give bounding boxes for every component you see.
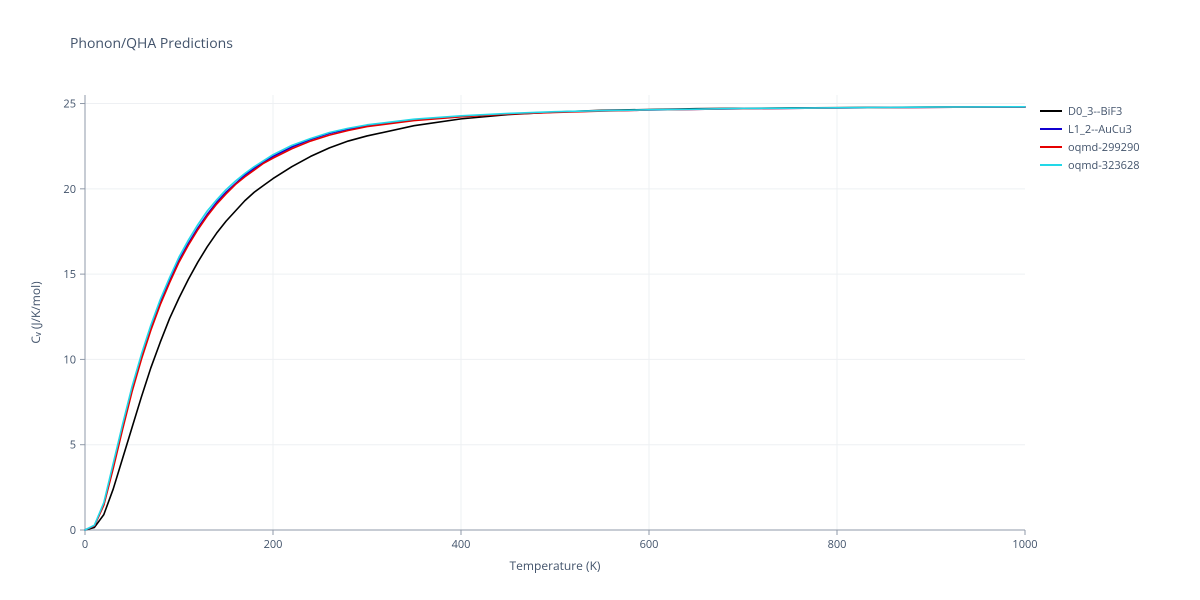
chart-container: Phonon/QHA Predictions 02004006008001000… (0, 0, 1200, 600)
legend-label: oqmd-323628 (1068, 158, 1140, 173)
x-tick-label: 0 (82, 537, 88, 552)
y-tick-label: 5 (70, 438, 76, 453)
x-tick-label: 800 (828, 537, 847, 552)
legend-swatch (1040, 164, 1062, 166)
x-tick-label: 200 (264, 537, 283, 552)
y-tick-label: 20 (63, 182, 76, 197)
legend-swatch (1040, 146, 1062, 148)
legend-item[interactable]: L1_2--AuCu3 (1040, 120, 1140, 138)
legend-label: L1_2--AuCu3 (1068, 122, 1132, 137)
x-tick-label: 400 (452, 537, 471, 552)
chart-svg: 0 200 400 600 800 1000 0 5 10 15 20 25 Temperature (… (0, 0, 1200, 600)
y-tick-label: 25 (63, 97, 76, 112)
x-axis-label: Temperature (K) (510, 557, 601, 574)
series-line (85, 107, 1025, 530)
y-axis-label: Cᵥ (J/K/mol) (27, 281, 44, 344)
legend-label: oqmd-299290 (1068, 140, 1140, 155)
x-tick-label: 1000 (1012, 537, 1037, 552)
legend-item[interactable]: oqmd-299290 (1040, 138, 1140, 156)
legend-label: D0_3--BiF3 (1068, 104, 1122, 119)
y-tick-label: 15 (63, 267, 76, 282)
chart-title: Phonon/QHA Predictions (70, 34, 233, 53)
series-line (85, 107, 1025, 530)
x-tick-label: 600 (640, 537, 659, 552)
series-line (85, 107, 1025, 530)
legend-swatch (1040, 128, 1062, 130)
y-tick-label: 10 (63, 352, 76, 367)
legend-item[interactable]: oqmd-323628 (1040, 156, 1140, 174)
legend: D0_3--BiF3 L1_2--AuCu3 oqmd-299290 oqmd-323… (1040, 102, 1140, 174)
series-line (85, 107, 1025, 530)
y-tick-label: 0 (70, 523, 76, 538)
legend-swatch (1040, 110, 1062, 112)
legend-item[interactable]: D0_3--BiF3 (1040, 102, 1140, 120)
